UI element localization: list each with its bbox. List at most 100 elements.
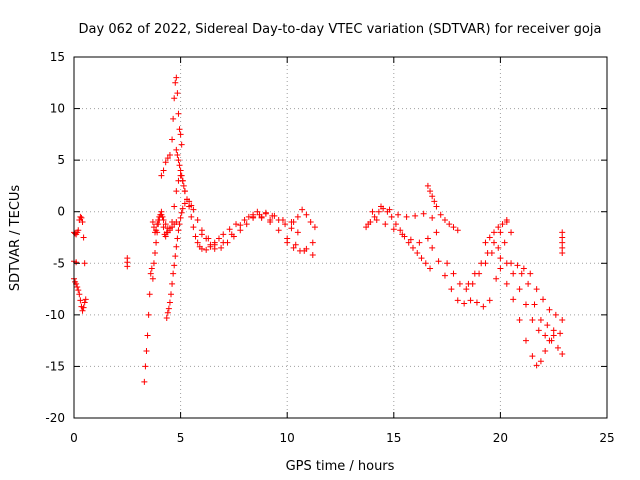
data-point xyxy=(215,235,222,242)
data-point xyxy=(559,239,566,246)
data-point xyxy=(254,208,261,215)
data-point xyxy=(290,219,297,226)
data-point xyxy=(422,260,429,267)
series-seg-h4 xyxy=(518,270,564,337)
data-point xyxy=(527,270,534,277)
data-point xyxy=(81,260,88,267)
data-point xyxy=(80,304,87,311)
series-seg-g1 xyxy=(429,244,504,310)
series-seg-h2 xyxy=(503,260,566,358)
data-point xyxy=(177,214,184,221)
data-point xyxy=(542,332,549,339)
series-seg-g2 xyxy=(444,239,508,293)
data-point xyxy=(75,227,82,234)
data-point xyxy=(473,299,480,306)
data-point xyxy=(143,347,150,354)
data-point xyxy=(237,227,244,234)
data-point xyxy=(181,200,188,207)
data-point xyxy=(510,270,517,277)
data-point xyxy=(142,363,149,370)
data-point xyxy=(180,182,187,189)
data-point xyxy=(378,203,385,210)
y-tick-label: -5 xyxy=(53,256,65,270)
data-point xyxy=(170,115,177,122)
series-seg-f3 xyxy=(369,203,436,221)
data-point xyxy=(258,213,265,220)
data-point xyxy=(550,332,557,339)
data-point xyxy=(192,233,199,240)
data-point xyxy=(237,222,244,229)
plot-frame xyxy=(73,56,608,419)
data-point xyxy=(124,263,131,270)
y-tick-label: 10 xyxy=(50,102,65,116)
data-point xyxy=(427,265,434,272)
data-point xyxy=(243,221,250,228)
data-point xyxy=(148,265,155,272)
data-point xyxy=(194,216,201,223)
data-point xyxy=(163,314,170,321)
data-point xyxy=(172,253,179,260)
series-seg-d4 xyxy=(173,146,188,195)
data-point xyxy=(171,262,178,269)
data-point xyxy=(175,227,182,234)
data-point xyxy=(77,297,84,304)
data-point xyxy=(162,221,169,228)
data-point xyxy=(168,291,175,298)
data-point xyxy=(190,224,197,231)
data-point xyxy=(531,301,538,308)
data-point xyxy=(177,167,184,174)
data-point xyxy=(514,262,521,269)
data-point xyxy=(537,317,544,324)
data-point xyxy=(508,229,515,236)
data-point xyxy=(171,95,178,102)
series-seg-d3 xyxy=(158,74,185,179)
chart-title: Day 062 of 2022, Sidereal Day-to-day VTE… xyxy=(79,22,602,37)
data-point xyxy=(153,239,160,246)
data-point xyxy=(427,188,434,195)
data-point xyxy=(529,317,536,324)
data-point xyxy=(559,229,566,236)
data-point xyxy=(275,227,282,234)
data-point xyxy=(441,272,448,279)
data-point xyxy=(188,213,195,220)
data-point xyxy=(497,229,504,236)
data-point xyxy=(80,234,87,241)
series-seg-f2 xyxy=(365,216,440,246)
y-tick-label: 15 xyxy=(50,50,65,64)
series-seg-a1 xyxy=(71,213,88,267)
data-point xyxy=(228,231,235,238)
data-point xyxy=(390,226,397,233)
data-point xyxy=(179,205,186,212)
data-point xyxy=(454,227,461,234)
data-point xyxy=(525,280,532,287)
x-tick-label: 0 xyxy=(70,431,78,445)
data-point xyxy=(175,110,182,117)
data-point xyxy=(363,224,370,231)
data-point xyxy=(158,172,165,179)
data-point xyxy=(194,239,201,246)
data-point xyxy=(386,206,393,213)
data-point xyxy=(155,216,162,223)
data-point xyxy=(166,227,173,234)
data-point xyxy=(559,317,566,324)
series-seg-f4 xyxy=(424,182,461,234)
data-point xyxy=(160,167,167,174)
data-point xyxy=(516,317,523,324)
data-layer xyxy=(71,74,566,385)
data-point xyxy=(497,255,504,262)
data-point xyxy=(429,244,436,251)
data-point xyxy=(176,221,183,228)
y-tick-label: -15 xyxy=(45,359,65,373)
data-point xyxy=(76,291,83,298)
data-point xyxy=(548,337,555,344)
data-point xyxy=(371,213,378,220)
data-point xyxy=(433,229,440,236)
data-point xyxy=(546,306,553,313)
data-point xyxy=(471,270,478,277)
data-point xyxy=(299,206,306,213)
data-point xyxy=(174,235,181,242)
data-point xyxy=(279,216,286,223)
data-point xyxy=(392,221,399,228)
data-point xyxy=(164,155,171,162)
data-point xyxy=(520,265,527,272)
